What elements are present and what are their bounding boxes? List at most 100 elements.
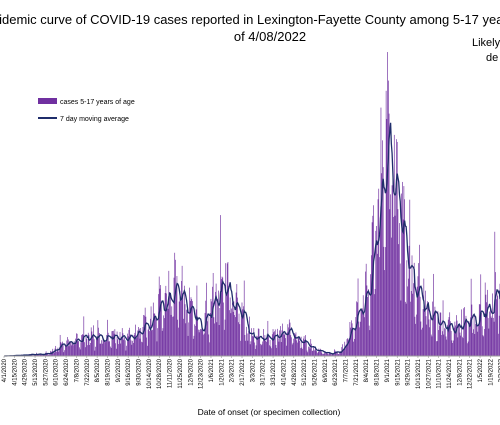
bar <box>281 330 283 356</box>
bar <box>426 324 428 356</box>
bar <box>455 325 456 356</box>
bar <box>33 354 35 356</box>
bar <box>379 217 381 356</box>
bar <box>140 327 142 356</box>
bar <box>209 342 210 356</box>
bar <box>450 330 452 356</box>
bar <box>484 329 485 356</box>
x-tick-label: 9/29/2021 <box>406 358 412 385</box>
bar <box>481 312 482 356</box>
x-tick-label: 7/22/2020 <box>85 358 91 385</box>
bar <box>114 329 116 356</box>
bar <box>353 341 354 356</box>
bar <box>296 340 298 356</box>
bar <box>205 300 207 356</box>
bar <box>318 348 320 356</box>
moving-average-line <box>3 122 500 357</box>
bar <box>238 313 240 356</box>
bar <box>384 270 385 356</box>
bar <box>186 308 188 356</box>
bar <box>239 324 241 356</box>
x-tick-label: 6/24/2020 <box>64 358 70 385</box>
bar <box>287 324 289 356</box>
bar <box>155 318 156 356</box>
bar <box>387 52 388 356</box>
bar <box>260 343 261 356</box>
x-tick-label: 9/15/2021 <box>395 358 401 385</box>
bar <box>425 316 427 356</box>
bar <box>322 353 323 356</box>
bar <box>138 328 140 356</box>
bar <box>482 335 484 356</box>
bar <box>410 301 411 356</box>
bar <box>142 326 144 356</box>
bar <box>250 341 252 356</box>
bar <box>150 306 152 356</box>
bar <box>399 263 401 356</box>
bar <box>41 354 42 356</box>
bar <box>456 320 458 356</box>
bar <box>203 333 205 356</box>
bar <box>141 341 142 356</box>
bar <box>330 353 332 356</box>
bar <box>483 336 485 356</box>
bar <box>441 331 443 356</box>
bar <box>477 331 479 356</box>
bar <box>373 205 374 356</box>
bar <box>301 347 303 356</box>
bar <box>70 345 72 356</box>
bar <box>447 319 449 356</box>
bar <box>78 341 79 356</box>
bar <box>371 255 372 356</box>
bar <box>53 352 55 356</box>
x-tick-label: 9/30/2020 <box>137 358 143 385</box>
bar <box>310 339 312 356</box>
bar <box>42 354 43 356</box>
bar <box>431 336 433 356</box>
x-tick-label: 7/7/2021 <box>344 358 350 382</box>
bar <box>249 316 250 356</box>
bar <box>379 257 380 356</box>
moving-average-series <box>3 122 500 357</box>
bar <box>356 301 357 356</box>
bar <box>382 140 383 356</box>
x-tick-label: 10/13/2021 <box>416 358 422 389</box>
x-tick-label: 12/8/2021 <box>457 358 463 385</box>
bar <box>79 347 80 356</box>
bar <box>198 329 199 356</box>
bar <box>37 354 39 356</box>
bar <box>231 308 232 356</box>
bar <box>298 336 300 356</box>
bar <box>367 297 368 356</box>
x-tick-label: 8/19/2020 <box>105 358 111 385</box>
bar <box>128 329 130 356</box>
bar <box>390 194 391 356</box>
bar <box>491 318 493 356</box>
bar <box>444 328 445 356</box>
bar <box>444 328 446 356</box>
bar <box>149 331 150 356</box>
bar <box>39 353 40 356</box>
bar <box>257 336 258 356</box>
bar <box>280 342 282 356</box>
bar <box>460 335 462 356</box>
bar <box>62 344 64 356</box>
bar <box>285 338 286 356</box>
bar <box>115 348 117 356</box>
bar <box>420 321 422 356</box>
bar <box>183 285 185 356</box>
bar <box>306 350 308 356</box>
bar <box>147 329 149 356</box>
bar <box>93 339 95 356</box>
bar <box>136 337 138 356</box>
bar <box>197 317 198 356</box>
bar <box>437 311 439 356</box>
bar <box>267 320 269 356</box>
bar <box>159 288 161 356</box>
bar <box>476 326 478 356</box>
x-axis-label: Date of onset (or specimen collection) <box>198 407 341 417</box>
bar <box>62 341 63 356</box>
bar <box>300 336 302 356</box>
bar <box>73 341 75 356</box>
bar <box>87 345 88 356</box>
